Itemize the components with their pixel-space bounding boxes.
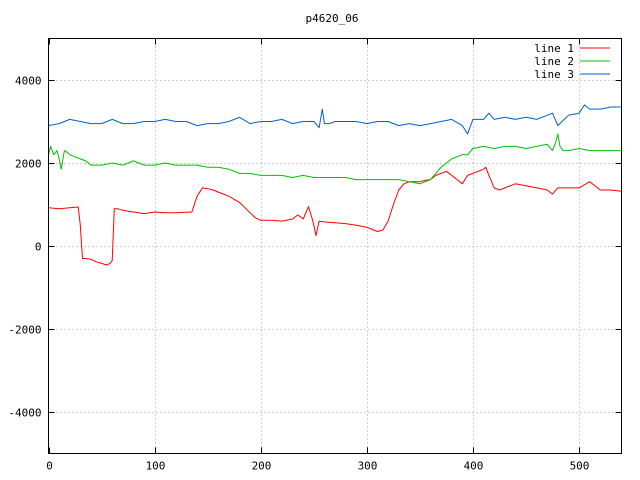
grid-layer: [48, 38, 622, 454]
y-tick-label: -4000: [8, 407, 41, 420]
plot-frame: [48, 38, 622, 454]
y-tick-label: -2000: [8, 324, 41, 337]
legend-label-3: line 3: [534, 68, 574, 81]
y-tick-label: 0: [35, 241, 42, 254]
y-tick-label: 4000: [15, 75, 42, 88]
series-layer: [48, 104, 622, 266]
chart-title: p4620_06: [306, 12, 359, 25]
x-tick-label: 0: [46, 460, 53, 473]
y-tick-label: 2000: [15, 158, 42, 171]
x-tick-label: 200: [252, 460, 272, 473]
series-line-2: [48, 133, 622, 185]
x-tick-label: 500: [570, 460, 590, 473]
series-line-1: [48, 166, 622, 266]
x-tick-label: 300: [358, 460, 378, 473]
x-tick-label: 400: [464, 460, 484, 473]
x-tick-label: 100: [146, 460, 166, 473]
series-line-3: [48, 104, 622, 135]
axis-layer: 0 100 200 300 400 500 -4000 -2000 0 2000 4000: [8, 38, 622, 473]
legend-label-1: line 1: [534, 42, 574, 55]
legend-label-2: line 2: [534, 55, 574, 68]
